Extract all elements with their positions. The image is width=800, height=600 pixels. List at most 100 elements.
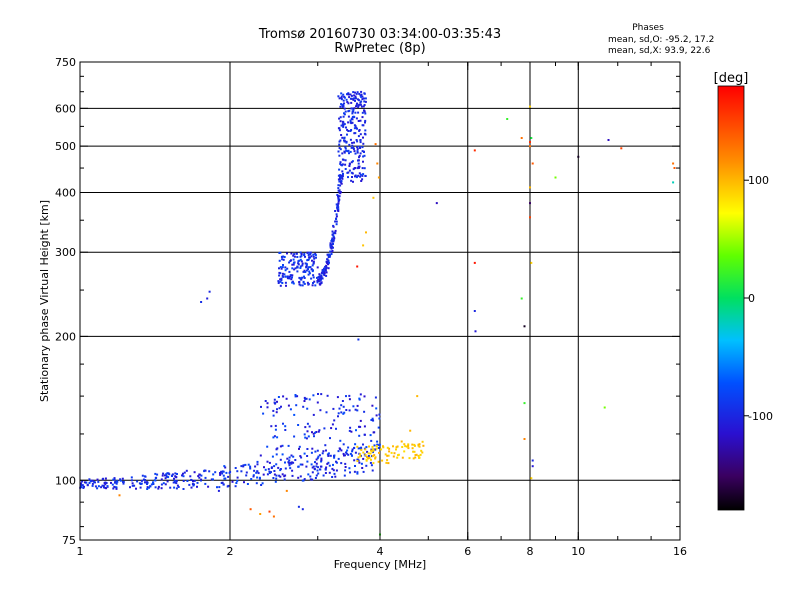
data-point (298, 445, 301, 448)
data-point (304, 426, 307, 429)
data-point (297, 505, 300, 508)
data-point (330, 250, 333, 253)
data-point (318, 429, 321, 432)
data-point (370, 419, 373, 421)
data-point (342, 99, 345, 102)
data-point (290, 462, 293, 465)
data-point (347, 110, 350, 113)
data-point (362, 105, 365, 108)
data-point (264, 400, 267, 402)
data-point (281, 444, 284, 447)
data-point (268, 472, 271, 474)
data-point (396, 445, 399, 448)
data-point (114, 486, 117, 489)
y-tick-label: 300 (55, 246, 76, 259)
data-point (306, 422, 309, 425)
data-point (320, 274, 323, 277)
data-point (523, 402, 526, 405)
data-point (307, 268, 309, 271)
data-point (348, 169, 351, 172)
data-point (386, 459, 389, 462)
data-point (103, 486, 105, 489)
data-point (302, 405, 305, 408)
data-point (136, 480, 139, 483)
data-point (317, 276, 320, 279)
data-point (300, 254, 303, 257)
data-point (317, 466, 319, 469)
data-point (284, 461, 286, 464)
data-point (297, 465, 300, 468)
data-point (284, 266, 287, 269)
data-point (361, 111, 364, 114)
data-point (346, 449, 349, 452)
data-point (200, 478, 203, 481)
data-point (361, 124, 364, 127)
data-point (100, 486, 103, 489)
data-point (256, 476, 259, 479)
data-point (370, 458, 372, 461)
data-point (246, 483, 249, 485)
data-point (336, 396, 339, 399)
data-point (317, 393, 319, 395)
data-point (359, 175, 362, 178)
data-point (160, 487, 163, 490)
data-point (291, 469, 294, 472)
tick-labels: 1 2 4 6 8 10 16 75 100 200 300 400 500 600 750 (55, 56, 687, 558)
data-point (176, 484, 179, 487)
data-point (312, 255, 315, 258)
data-point (342, 93, 345, 96)
data-point (607, 139, 610, 141)
colorbar-label: [deg] (714, 71, 749, 86)
data-point (529, 141, 531, 144)
data-point (306, 455, 309, 457)
data-point (309, 251, 312, 254)
data-point (165, 474, 168, 477)
data-point (342, 115, 345, 118)
data-point (242, 464, 245, 467)
data-point (256, 470, 259, 473)
data-point (83, 481, 86, 484)
data-point (273, 398, 276, 401)
data-point (375, 447, 378, 450)
data-point (280, 405, 282, 408)
data-point (306, 448, 309, 450)
data-point (370, 439, 373, 442)
data-point (110, 481, 112, 484)
y-tick-label: 75 (62, 534, 76, 547)
data-point (106, 485, 109, 488)
data-point (287, 444, 290, 447)
data-point (242, 465, 245, 468)
data-point (530, 137, 533, 139)
data-point (318, 454, 321, 457)
data-point (364, 121, 366, 124)
data-point (363, 433, 366, 436)
data-point (506, 118, 509, 120)
data-point (285, 284, 287, 287)
data-point (353, 94, 356, 97)
data-point (225, 471, 228, 474)
data-point (162, 482, 165, 485)
data-point (353, 141, 355, 144)
data-point (285, 489, 288, 492)
data-point (279, 445, 282, 448)
y-tick-label: 400 (55, 186, 76, 199)
data-point (353, 127, 356, 130)
data-point (387, 454, 390, 457)
data-point (331, 237, 334, 240)
data-point (208, 470, 211, 473)
data-point (334, 220, 337, 223)
data-point (280, 279, 283, 282)
data-point (175, 480, 178, 482)
data-point (309, 253, 312, 256)
data-point (332, 463, 334, 466)
data-point (89, 480, 92, 483)
data-point (348, 162, 351, 165)
data-point (260, 405, 262, 408)
data-point (358, 166, 360, 169)
data-point (96, 478, 99, 481)
data-point (356, 167, 359, 170)
data-point (278, 259, 281, 262)
data-point (264, 468, 267, 471)
data-point (329, 244, 332, 246)
data-point (290, 252, 293, 255)
